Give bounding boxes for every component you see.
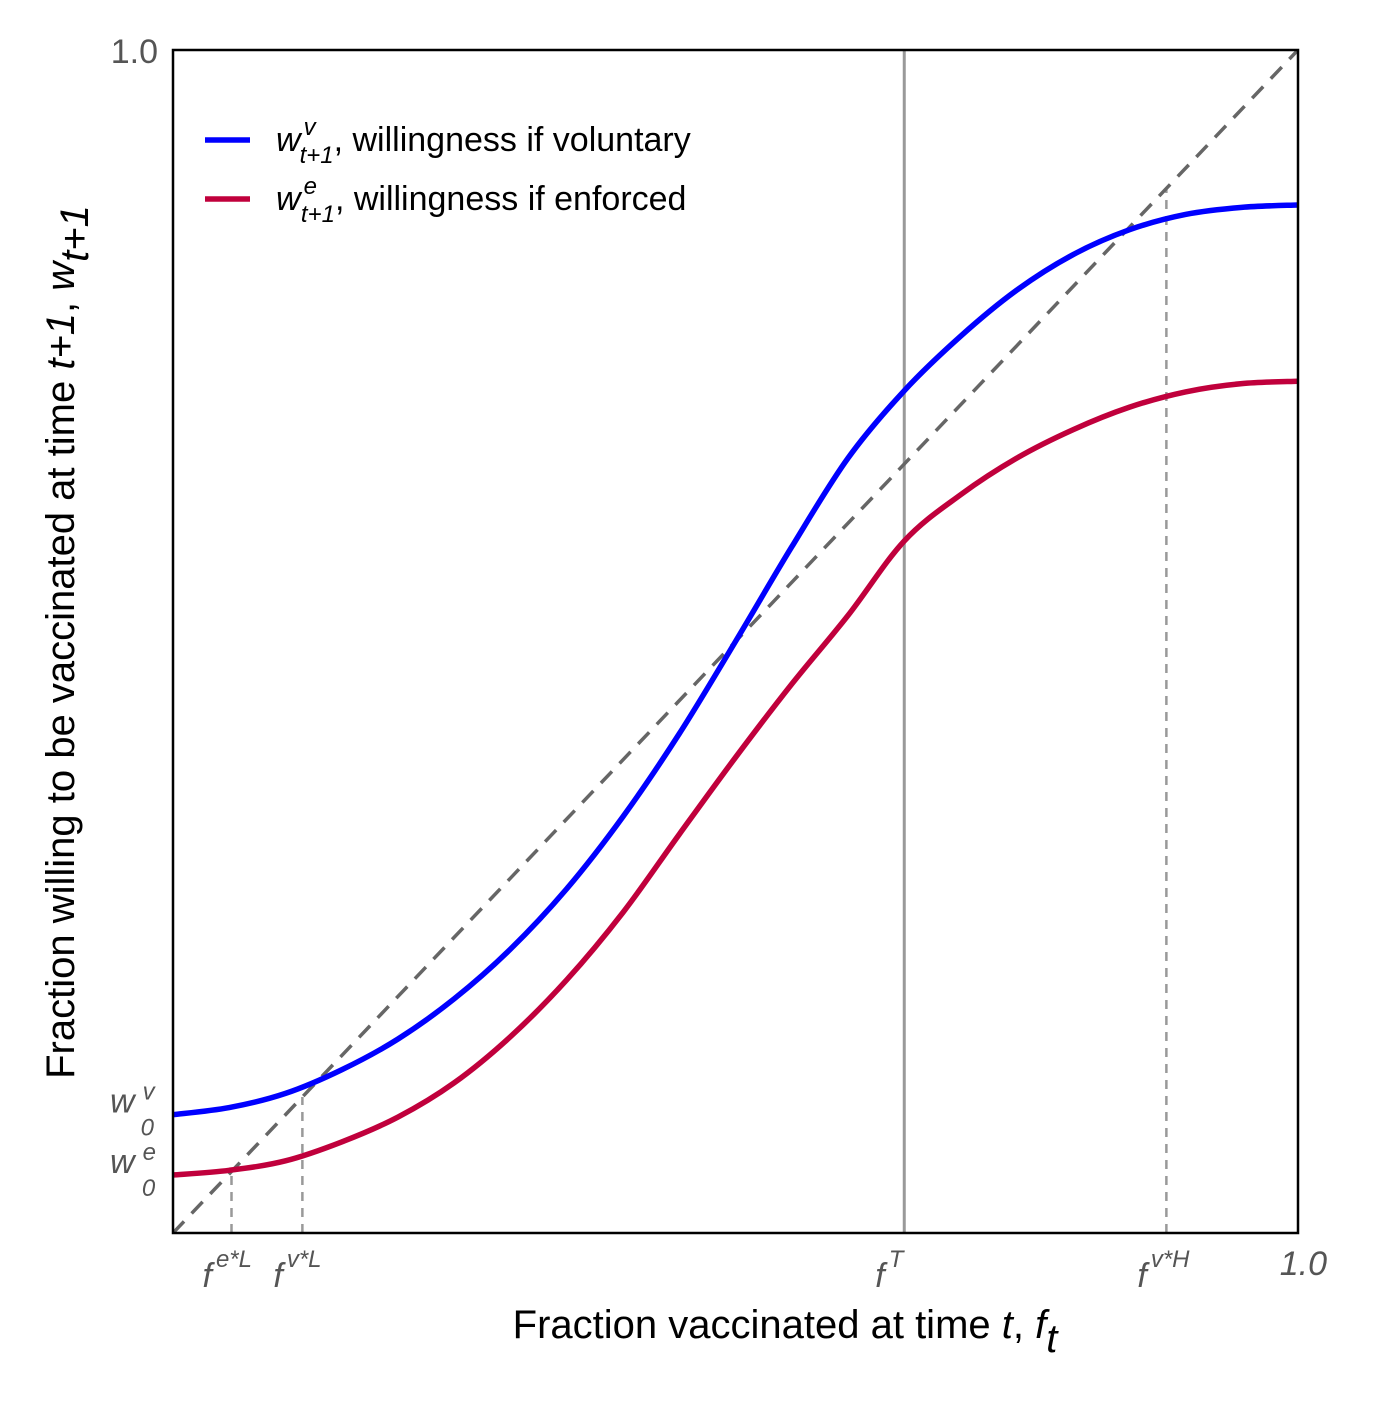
legend-sym-voluntary: w [276,121,303,159]
x-axis-title-text: Fraction vaccinated at time [513,1303,1002,1347]
x-tick-base-2: f [875,1257,888,1295]
x-axis-title-sep: , [1013,1303,1035,1347]
x-tick-sup-3: v*H [1151,1246,1190,1273]
plot-frame [171,48,1300,1235]
x-tick-sup-1: v*L [287,1246,322,1273]
y-axis-title-text: Fraction willing to be vaccinated at tim… [39,370,83,1079]
legend-sub-enforced: t+1 [301,201,335,228]
x-tick-label-1: f v*L [273,1246,321,1295]
x-tick-sup-0: e*L [216,1246,252,1273]
series-line-enforced [173,378,1298,1178]
y-axis-title-sym: w [39,259,83,291]
y-tick-base-0: w [110,1083,137,1121]
legend-label-enforced: w e t+1, willingness if enforced [276,173,686,228]
legend-label-voluntary: w v t+1, willingness if voluntary [276,114,691,169]
legend-sup-voluntary: v [304,114,318,141]
y-tick-base-1: w [110,1143,137,1181]
x-axis-title-var: t [1002,1303,1015,1347]
y-axis-title-sym-sub: t+1 [53,205,97,262]
y-axis-top-label: 1.0 [111,33,158,71]
legend-sym-enforced: w [276,180,303,218]
y-axis-title-var: t+1 [39,313,83,370]
x-tick-sup-2: T [889,1246,906,1273]
x-axis-title-sym-sub: t [1046,1317,1059,1361]
y-tick-sub-1: 0 [142,1175,156,1202]
series-line-voluntary [173,202,1298,1118]
legend-sup-enforced: e [304,173,317,200]
x-tick-base-1: f [273,1257,286,1295]
x-axis-title: Fraction vaccinated at time t, ft [513,1303,1060,1361]
x-tick-label-3: f v*H [1137,1246,1190,1295]
legend-text-voluntary: , willingness if voluntary [334,121,691,159]
x-tick-label-0: f e*L [203,1246,253,1295]
legend-text-enforced: , willingness if enforced [335,180,687,218]
y-axis-title: Fraction willing to be vaccinated at tim… [39,205,97,1079]
x-axis-end-label: 1.0 [1280,1245,1327,1283]
y-tick-sub-0: 0 [141,1115,155,1142]
legend-sub-voluntary: t+1 [300,142,334,169]
y-axis-title-group: Fraction willing to be vaccinated at tim… [39,205,97,1079]
y-axis-title-sep: , [39,291,83,313]
y-tick-sup-0: v [143,1079,157,1106]
y-tick-sup-1: e [143,1139,156,1166]
x-tick-base-3: f [1137,1257,1150,1295]
x-tick-base-0: f [203,1257,216,1295]
